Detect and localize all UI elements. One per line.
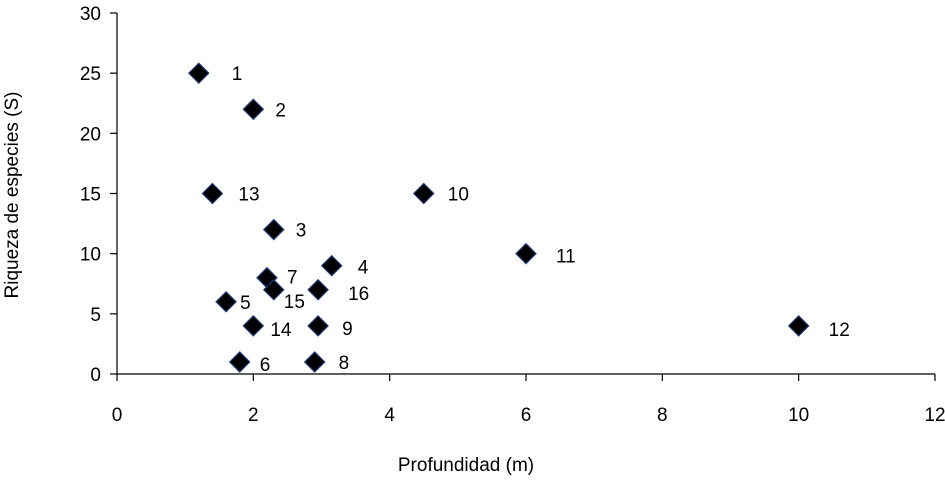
data-point-2 bbox=[242, 98, 265, 121]
data-point-8 bbox=[303, 351, 326, 373]
x-tick-label: 10 bbox=[788, 405, 809, 426]
data-label-1: 1 bbox=[232, 64, 243, 85]
x-axis-title: Profundidad (m) bbox=[398, 455, 534, 476]
data-label-13: 13 bbox=[238, 185, 259, 206]
data-point-14 bbox=[242, 315, 265, 337]
x-tick-label: 6 bbox=[521, 405, 532, 426]
data-label-10: 10 bbox=[448, 185, 469, 206]
x-tick-label: 8 bbox=[657, 405, 668, 426]
data-point-4 bbox=[320, 254, 343, 277]
data-label-7: 7 bbox=[287, 268, 298, 289]
x-tick-label: 2 bbox=[248, 405, 259, 426]
data-label-16: 16 bbox=[348, 284, 369, 305]
y-tick-label: 30 bbox=[80, 4, 101, 25]
y-axis: 0 5 10 15 20 25 30 bbox=[80, 4, 118, 386]
data-point-1 bbox=[187, 62, 210, 85]
data-label-14: 14 bbox=[270, 320, 292, 341]
data-point-6 bbox=[228, 351, 251, 373]
data-point-13 bbox=[201, 182, 224, 205]
y-tick-label: 25 bbox=[80, 64, 101, 85]
data-point-11 bbox=[515, 242, 537, 265]
y-tick-label: 5 bbox=[90, 305, 101, 326]
data-point-15 bbox=[262, 278, 285, 301]
data-label-5: 5 bbox=[240, 293, 251, 314]
y-tick-label: 0 bbox=[90, 365, 101, 386]
data-label-9: 9 bbox=[342, 319, 353, 340]
data-point-16 bbox=[307, 278, 329, 301]
data-label-6: 6 bbox=[260, 355, 271, 376]
x-axis: 0 2 4 6 8 10 12 bbox=[112, 373, 945, 426]
data-label-11: 11 bbox=[556, 247, 576, 268]
x-tick-label: 0 bbox=[112, 405, 123, 426]
data-label-8: 8 bbox=[339, 353, 350, 374]
data-label-12: 12 bbox=[829, 320, 850, 341]
data-label-4: 4 bbox=[358, 258, 369, 279]
data-point-12 bbox=[787, 315, 810, 337]
y-tick-label: 10 bbox=[80, 245, 101, 266]
data-label-15: 15 bbox=[284, 292, 305, 313]
data-label-3: 3 bbox=[296, 221, 307, 242]
data-label-2: 2 bbox=[275, 100, 286, 121]
x-tick-label: 12 bbox=[924, 405, 945, 426]
data-points bbox=[187, 62, 810, 373]
y-axis-title: Riqueza de especies (S) bbox=[2, 92, 23, 299]
data-point-5 bbox=[215, 290, 237, 313]
y-tick-label: 15 bbox=[80, 185, 101, 206]
data-point-9 bbox=[307, 315, 329, 337]
x-tick-label: 4 bbox=[384, 405, 395, 426]
data-point-10 bbox=[412, 182, 435, 205]
y-tick-label: 20 bbox=[80, 124, 101, 145]
data-point-3 bbox=[262, 218, 285, 241]
